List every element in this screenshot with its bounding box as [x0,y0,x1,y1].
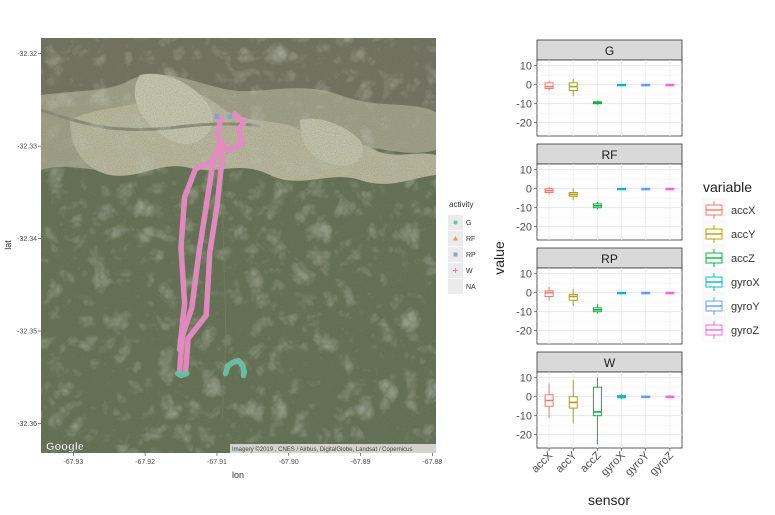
y-tick-label: -20 [516,222,532,234]
facet-panel-bg [536,267,683,345]
map-x-tick-label: -67.90 [279,459,299,466]
y-tick-label: -20 [516,326,532,338]
variable-legend-label: accY [731,229,756,241]
y-tick-label: -10 [516,307,532,319]
map-tracks [174,111,247,379]
track-w-path-c [176,157,217,353]
activity-legend-key-circle [453,220,458,225]
activity-legend-label: NA [466,284,476,291]
facet-rp: RP 10 0 -10 -20 [516,247,683,345]
variable-legend-label: gyroX [731,277,760,289]
box-accX [544,82,554,90]
track-w-path-b [182,115,225,376]
activity-legend-key-square [453,252,458,257]
variable-legend-label: accX [731,205,756,217]
variable-legend: variable accX accY accZ gyroX gyroY gyroZ [702,179,760,342]
activity-legend-key-triangle [453,236,458,241]
activity-legend-label: RF [466,236,475,243]
map-x-axis-label: lon [232,470,244,480]
boxplot-y-axis-label: value [491,241,507,275]
y-tick-label: 10 [520,269,532,281]
map-axes: -67.93 -67.92 -67.91 -67.90 -67.89 -67.88 -32.… [17,51,442,466]
activity-legend-title: activity [449,200,473,209]
facet-panel-bg [536,371,683,449]
variable-legend-label: gyroZ [731,325,759,337]
facet-strip-label: G [605,44,614,58]
map-x-tick-label: -67.88 [422,459,442,466]
y-tick-label: 0 [526,288,532,300]
map-panel: Google Imagery ©2019 , CNES / Airbus, Di… [3,38,476,480]
facet-rf: RF 10 0 -10 -20 [516,143,683,241]
facet-panel-bg [536,59,683,137]
y-tick-label: -10 [516,203,532,215]
boxplot-facets: G 10 0 -10 -20 RF 10 0 -10 -20 RP 10 0 -10 -20 W 10 0 -10 -… [491,39,760,508]
map-x-tick-label: -67.92 [135,459,155,466]
map-google-logo: Google [46,441,84,453]
y-tick-label: 0 [526,80,532,92]
map-y-tick-label: -32.32 [17,51,37,58]
facet-panels: G 10 0 -10 -20 RF 10 0 -10 -20 RP 10 0 -10 -20 W 10 0 -10 -… [516,39,683,449]
map-x-tick-label: -67.93 [63,459,83,466]
x-tick-label: accX [529,449,555,475]
activity-legend-label: W [466,268,473,275]
y-tick-label: -20 [516,118,532,130]
x-tick-label: gyroY [623,449,652,478]
box-accY [568,294,578,301]
activity-legend-label: G [466,220,471,227]
y-tick-label: 10 [520,373,532,385]
map-y-tick-label: -32.36 [17,421,37,428]
map-y-axis-label: lat [3,240,13,250]
boxplot-x-axis-label: sensor [588,492,630,508]
map-x-tick-label: -67.91 [207,459,227,466]
x-tick-label: gyroZ [648,449,677,478]
track-point-rp [227,114,233,120]
map-attribution: Imagery ©2019 , CNES / Airbus, DigitalGl… [232,446,413,453]
variable-legend-label: accZ [731,253,755,265]
y-tick-label: 0 [526,184,532,196]
track-g-path-b [174,370,190,379]
y-tick-label: 0 [526,392,532,404]
x-tick-label: accY [554,449,580,475]
variable-legend-items: accX accY accZ gyroX gyroY gyroZ [702,198,760,342]
activity-legend-label: RP [466,252,476,259]
track-point-rp [214,114,220,120]
satellite-imagery [41,38,436,453]
map-x-tick-label: -67.89 [351,459,371,466]
x-tick-label: gyroX [599,449,628,478]
map-y-tick-label: -32.35 [17,328,37,335]
y-tick-label: 10 [520,61,532,73]
facet-panel-bg [536,163,683,241]
activity-legend-key-bg [448,279,463,294]
map-attribution-bg [230,444,436,453]
track-w-path-a [176,111,247,374]
map-y-tick-label: -32.34 [17,236,37,243]
track-g-path-a [222,357,247,379]
variable-legend-label: gyroY [731,301,760,313]
facet-strip-label: RP [601,252,618,266]
y-tick-label: -20 [516,430,532,442]
box-accZ [592,386,602,417]
variable-legend-title: variable [703,179,752,195]
y-tick-label: -10 [516,411,532,423]
map-y-tick-label: -32.33 [17,144,37,151]
facet-g: G 10 0 -10 -20 [516,39,683,137]
y-tick-label: 10 [520,165,532,177]
facet-strip-label: RF [602,148,618,162]
activity-legend-items: G RF RP W NA [448,215,476,294]
facet-w: W 10 0 -10 -20 [516,351,683,449]
y-tick-label: -10 [516,99,532,111]
activity-legend: activity G RF RP W NA [448,200,476,294]
box-accX [544,290,554,297]
facet-strip-label: W [604,356,616,370]
